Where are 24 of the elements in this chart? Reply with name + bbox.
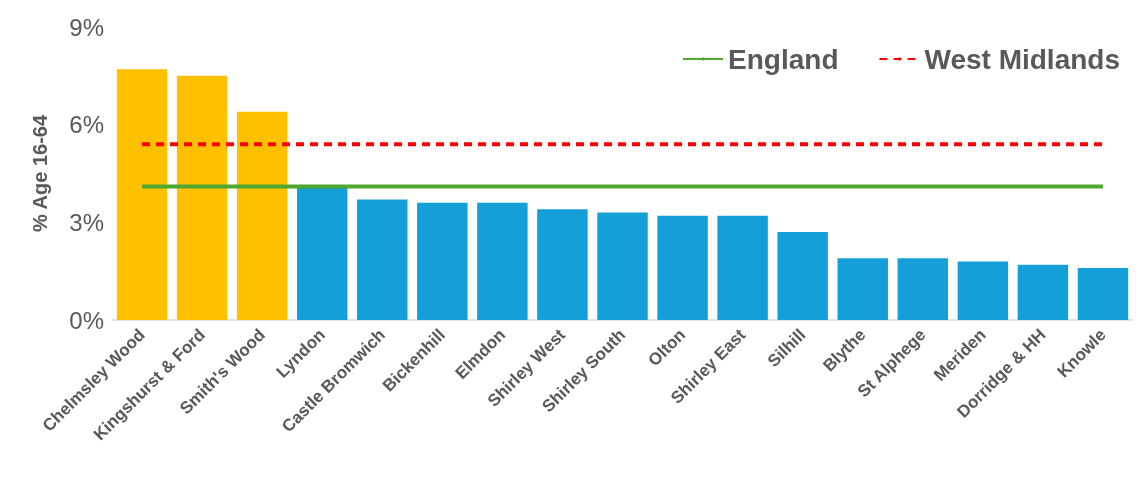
y-tick-label: 3%: [69, 208, 104, 236]
bar: [657, 215, 708, 320]
y-tick-label: 9%: [69, 13, 104, 41]
bar: [777, 232, 828, 320]
legend-label: England: [728, 43, 839, 75]
y-tick-label: 6%: [69, 111, 104, 139]
bar: [717, 215, 768, 320]
legend-label: West Midlands: [924, 43, 1121, 75]
bar: [597, 212, 648, 320]
y-tick-label: 0%: [69, 306, 104, 334]
y-axis-title: % Age 16-64: [29, 114, 51, 233]
bar: [837, 258, 888, 320]
bar: [296, 186, 348, 320]
bar: [1017, 264, 1069, 320]
bar: [537, 209, 588, 320]
bar: [417, 202, 468, 320]
bar: [897, 258, 949, 320]
bar: [477, 202, 528, 320]
bar: [357, 199, 408, 320]
bar: [116, 69, 168, 320]
bar: [1077, 267, 1129, 320]
bar: [236, 111, 288, 320]
bar: [957, 261, 1009, 320]
bar: [176, 75, 228, 320]
